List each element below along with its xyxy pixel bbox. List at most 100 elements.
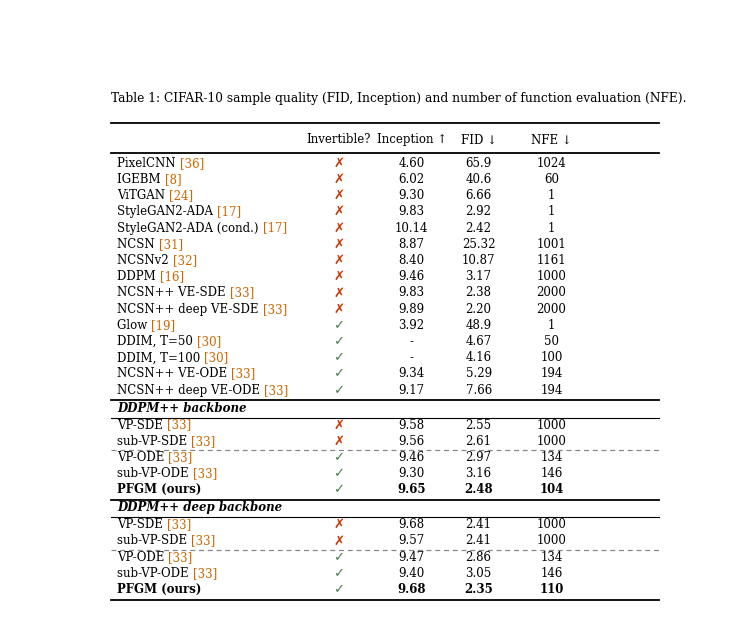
Text: [8]: [8] [165,173,181,186]
Text: VP-SDE: VP-SDE [117,518,167,531]
Text: 1001: 1001 [537,238,566,251]
Text: IGEBM: IGEBM [117,173,165,186]
Text: [33]: [33] [167,518,191,531]
Text: 2.55: 2.55 [465,419,492,431]
Text: ✗: ✗ [333,518,344,531]
Text: 2.35: 2.35 [464,583,493,596]
Text: -: - [410,352,414,364]
Text: NCSNv2: NCSNv2 [117,254,173,267]
Text: 2.97: 2.97 [465,451,492,464]
Text: [24]: [24] [169,189,193,202]
Text: sub-VP-ODE: sub-VP-ODE [117,567,193,580]
Text: VP-SDE: VP-SDE [117,419,167,431]
Text: 5.29: 5.29 [465,367,492,380]
Text: 8.87: 8.87 [399,238,425,251]
Text: Invertible?: Invertible? [307,133,371,147]
Text: [33]: [33] [193,467,217,480]
Text: 1000: 1000 [537,419,566,431]
Text: 110: 110 [539,583,564,596]
Text: ✓: ✓ [333,383,344,397]
Text: sub-VP-ODE: sub-VP-ODE [117,467,193,480]
Text: 9.58: 9.58 [399,419,425,431]
Text: ✗: ✗ [333,535,344,547]
Text: 9.46: 9.46 [399,271,425,283]
Text: [33]: [33] [231,367,256,380]
Text: DDPM: DDPM [117,271,160,283]
Text: DDIM, T=100: DDIM, T=100 [117,352,205,364]
Text: 1000: 1000 [537,434,566,448]
Text: 2000: 2000 [537,302,566,316]
Text: FID ↓: FID ↓ [461,133,496,147]
Text: 1000: 1000 [537,535,566,547]
Text: [33]: [33] [193,567,217,580]
Text: ✓: ✓ [333,567,344,580]
Text: ✗: ✗ [333,173,344,186]
Text: 1000: 1000 [537,518,566,531]
Text: ✓: ✓ [333,319,344,332]
Text: ✗: ✗ [333,238,344,251]
Text: 194: 194 [540,367,562,380]
Text: 9.68: 9.68 [399,518,425,531]
Text: ✗: ✗ [333,286,344,299]
Text: [31]: [31] [159,238,183,251]
Text: 2.41: 2.41 [465,518,492,531]
Text: 1: 1 [547,221,555,235]
Text: 104: 104 [539,484,564,496]
Text: 146: 146 [540,467,562,480]
Text: ✗: ✗ [333,254,344,267]
Text: 2.42: 2.42 [465,221,492,235]
Text: ✓: ✓ [333,467,344,480]
Text: Table 1: CIFAR-10 sample quality (FID, Inception) and number of function evaluat: Table 1: CIFAR-10 sample quality (FID, I… [111,93,687,105]
Text: NCSN++ VE-SDE: NCSN++ VE-SDE [117,286,229,299]
Text: [30]: [30] [197,335,221,348]
Text: 9.83: 9.83 [399,205,425,218]
Text: 2.86: 2.86 [465,551,492,564]
Text: 4.16: 4.16 [465,352,492,364]
Text: DDPM++ backbone: DDPM++ backbone [117,401,247,415]
Text: DDIM, T=50: DDIM, T=50 [117,335,197,348]
Text: 50: 50 [544,335,559,348]
Text: 134: 134 [540,551,562,564]
Text: ✗: ✗ [333,419,344,431]
Text: NCSN++ deep VE-ODE: NCSN++ deep VE-ODE [117,383,264,397]
Text: VP-ODE: VP-ODE [117,451,168,464]
Text: 2.48: 2.48 [464,484,493,496]
Text: 60: 60 [544,173,559,186]
Text: [19]: [19] [151,319,175,332]
Text: [33]: [33] [229,286,254,299]
Text: 48.9: 48.9 [465,319,492,332]
Text: 9.30: 9.30 [399,467,425,480]
Text: 2.20: 2.20 [465,302,492,316]
Text: NCSN++ deep VE-SDE: NCSN++ deep VE-SDE [117,302,262,316]
Text: ✗: ✗ [333,434,344,448]
Text: [36]: [36] [180,157,204,170]
Text: [33]: [33] [264,383,288,397]
Text: 2000: 2000 [537,286,566,299]
Text: ✓: ✓ [333,367,344,380]
Text: 134: 134 [540,451,562,464]
Text: 9.56: 9.56 [399,434,425,448]
Text: 9.89: 9.89 [399,302,425,316]
Text: 1: 1 [547,319,555,332]
Text: [17]: [17] [262,221,287,235]
Text: sub-VP-SDE: sub-VP-SDE [117,535,191,547]
Text: NCSN: NCSN [117,238,159,251]
Text: 40.6: 40.6 [465,173,492,186]
Text: 7.66: 7.66 [465,383,492,397]
Text: 9.57: 9.57 [399,535,425,547]
Text: ✓: ✓ [333,484,344,496]
Text: PFGM (ours): PFGM (ours) [117,484,202,496]
Text: [33]: [33] [262,302,287,316]
Text: ✓: ✓ [333,451,344,464]
Text: 3.05: 3.05 [465,567,492,580]
Text: DDPM++ deep backbone: DDPM++ deep backbone [117,501,283,514]
Text: 2.92: 2.92 [465,205,492,218]
Text: 9.40: 9.40 [399,567,425,580]
Text: 9.30: 9.30 [399,189,425,202]
Text: 3.17: 3.17 [465,271,492,283]
Text: [33]: [33] [168,551,193,564]
Text: Inception ↑: Inception ↑ [377,133,447,147]
Text: 6.02: 6.02 [399,173,425,186]
Text: 2.61: 2.61 [465,434,492,448]
Text: ✗: ✗ [333,205,344,218]
